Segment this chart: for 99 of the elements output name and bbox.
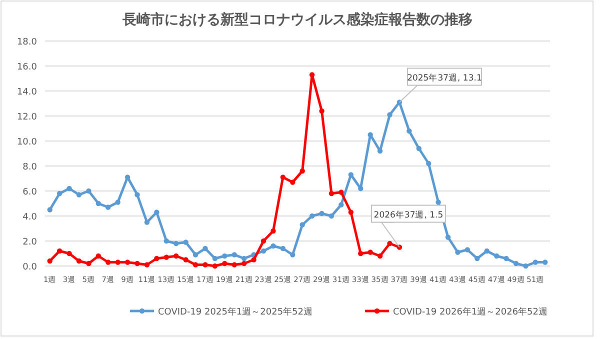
point xyxy=(56,190,62,196)
point xyxy=(377,253,383,259)
point xyxy=(416,146,422,152)
point xyxy=(426,160,432,166)
point xyxy=(124,260,130,265)
point xyxy=(319,210,324,216)
point xyxy=(232,262,237,268)
point xyxy=(86,188,92,194)
legend-label: COVID-19 2026年1週～2026年52週 xyxy=(393,306,548,318)
point xyxy=(96,200,102,206)
point xyxy=(290,252,296,258)
point xyxy=(309,72,315,78)
point xyxy=(212,263,218,269)
point xyxy=(47,258,52,264)
point xyxy=(174,253,179,259)
point xyxy=(523,263,528,269)
callout: 2025年37週, 13.1 xyxy=(398,68,482,103)
point xyxy=(348,210,354,215)
point xyxy=(270,243,276,249)
point xyxy=(328,213,334,219)
point xyxy=(106,260,111,265)
point xyxy=(280,246,286,252)
point xyxy=(542,260,548,265)
point xyxy=(484,248,490,254)
point xyxy=(387,112,392,118)
point xyxy=(280,174,286,180)
point xyxy=(474,256,480,262)
point xyxy=(300,222,305,228)
point xyxy=(445,234,451,240)
point xyxy=(251,257,256,262)
point xyxy=(222,260,228,266)
callout: 2026年37週, 1.5 xyxy=(370,204,446,248)
point xyxy=(455,250,460,255)
point xyxy=(144,262,150,268)
point xyxy=(222,253,228,259)
point xyxy=(192,252,198,258)
point xyxy=(154,210,160,215)
point xyxy=(164,254,169,260)
legend-label: COVID-19 2025年1週～2025年52週 xyxy=(158,306,312,318)
point xyxy=(232,252,237,258)
point xyxy=(358,250,364,256)
point xyxy=(115,200,120,205)
point xyxy=(368,250,373,255)
point xyxy=(241,256,247,262)
y-tick-label: 14.0 xyxy=(16,88,38,98)
point xyxy=(106,204,111,210)
point xyxy=(338,202,344,208)
point xyxy=(164,238,169,244)
point xyxy=(174,240,179,246)
point xyxy=(464,247,470,252)
point xyxy=(260,238,266,244)
point xyxy=(212,256,218,262)
point xyxy=(96,253,102,259)
point xyxy=(504,256,509,262)
point xyxy=(406,128,412,134)
point xyxy=(56,248,62,254)
chart-title: 長崎市における新型コロナウイルス感染症報告数の推移 xyxy=(122,11,472,28)
point xyxy=(202,246,208,252)
point xyxy=(270,228,276,234)
y-tick-label: 0.0 xyxy=(22,262,38,272)
y-tick-label: 8.0 xyxy=(22,162,38,172)
point xyxy=(86,260,92,266)
point xyxy=(134,260,140,266)
point xyxy=(241,260,247,266)
y-tick-label: 6.0 xyxy=(22,188,38,198)
point xyxy=(436,200,441,205)
point xyxy=(192,262,198,268)
y-tick-label: 2.0 xyxy=(22,238,38,248)
point xyxy=(134,192,140,198)
y-tick-label: 12.0 xyxy=(16,112,38,122)
point xyxy=(338,190,344,195)
point xyxy=(66,186,72,192)
point xyxy=(513,260,519,266)
point xyxy=(47,207,52,212)
y-tick-label: 16.0 xyxy=(16,62,38,72)
annotation: 2026年37週, 1.5 xyxy=(374,209,444,220)
point xyxy=(183,257,188,262)
point xyxy=(144,220,150,225)
point xyxy=(328,190,334,196)
point xyxy=(532,260,538,265)
point xyxy=(183,240,188,245)
y-tick-label: 10.0 xyxy=(16,138,38,148)
point xyxy=(76,192,82,198)
annotation: 2025年37週, 13.1 xyxy=(407,72,482,84)
point xyxy=(290,180,296,185)
point xyxy=(494,253,500,259)
point xyxy=(66,250,72,256)
point xyxy=(319,108,324,114)
y-tick-label: 18.0 xyxy=(16,38,38,48)
point xyxy=(202,262,208,268)
point xyxy=(260,248,266,254)
point xyxy=(115,260,120,265)
point xyxy=(309,213,315,219)
y-tick-label: 4.0 xyxy=(22,212,38,222)
point xyxy=(368,132,373,138)
point xyxy=(76,258,82,264)
point xyxy=(154,256,160,262)
point xyxy=(387,240,392,246)
point xyxy=(300,168,305,174)
